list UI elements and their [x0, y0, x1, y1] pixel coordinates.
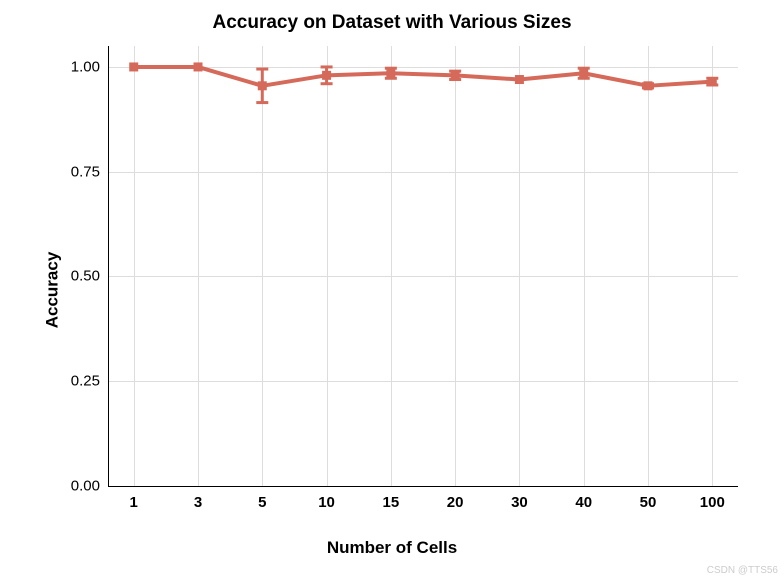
line-series: [108, 46, 738, 486]
plot-area: 0.000.250.500.751.00135101520304050100: [108, 46, 738, 486]
x-axis-label: Number of Cells: [0, 538, 784, 558]
data-marker: [579, 69, 588, 78]
data-marker: [451, 71, 460, 80]
data-marker: [129, 62, 138, 71]
x-axis-spine: [108, 486, 738, 487]
y-tick-label: 0.75: [71, 163, 108, 180]
y-tick-label: 0.25: [71, 373, 108, 390]
x-tick-label: 20: [447, 486, 464, 511]
data-marker: [322, 71, 331, 80]
x-tick-label: 50: [640, 486, 657, 511]
x-tick-label: 1: [130, 486, 138, 511]
data-marker: [386, 69, 395, 78]
y-axis-label: Accuracy: [42, 252, 62, 329]
chart-title: Accuracy on Dataset with Various Sizes: [0, 12, 784, 34]
y-tick-label: 1.00: [71, 58, 108, 75]
x-tick-label: 100: [700, 486, 725, 511]
series-line: [134, 67, 713, 86]
x-tick-label: 30: [511, 486, 528, 511]
data-marker: [258, 81, 267, 90]
data-marker: [708, 77, 717, 86]
data-marker: [194, 62, 203, 71]
data-marker: [644, 81, 653, 90]
data-marker: [515, 75, 524, 84]
y-tick-label: 0.00: [71, 478, 108, 495]
x-tick-label: 15: [383, 486, 400, 511]
chart-container: Accuracy on Dataset with Various Sizes A…: [0, 0, 784, 580]
x-tick-label: 40: [575, 486, 592, 511]
watermark: CSDN @TTS56: [707, 565, 778, 576]
x-tick-label: 3: [194, 486, 202, 511]
y-tick-label: 0.50: [71, 268, 108, 285]
x-tick-label: 5: [258, 486, 266, 511]
x-tick-label: 10: [318, 486, 335, 511]
